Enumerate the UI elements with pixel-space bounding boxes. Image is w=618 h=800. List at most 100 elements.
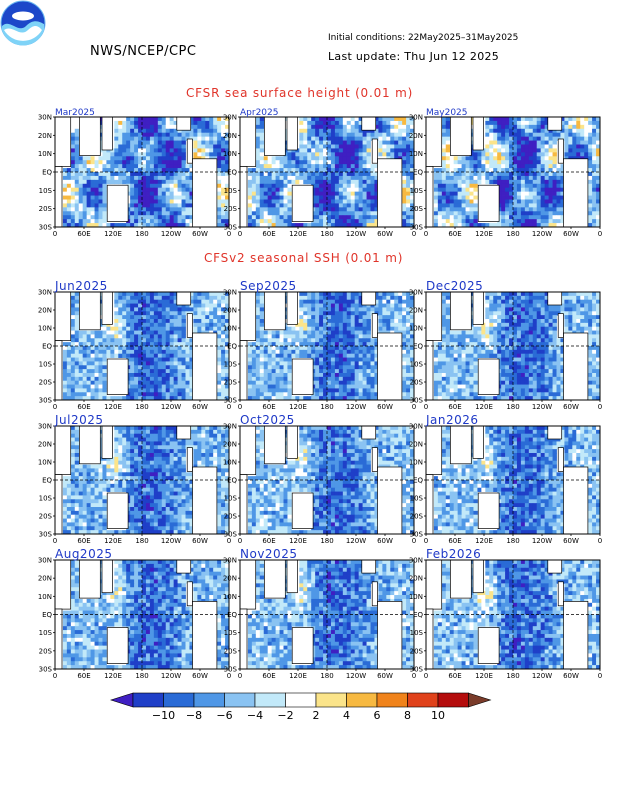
y-tick-label: 30N xyxy=(223,114,237,122)
x-tick-label: 0 xyxy=(598,672,602,680)
colorbar-segment xyxy=(254,692,286,708)
y-tick-label: EQ xyxy=(42,477,52,485)
y-tick-label: 20S xyxy=(410,379,424,387)
x-tick-label: 60E xyxy=(77,230,90,238)
x-tick-label: 0 xyxy=(238,230,242,238)
x-tick-label: 0 xyxy=(598,403,602,411)
y-tick-label: 30N xyxy=(38,289,52,297)
y-tick-label: 10S xyxy=(39,187,53,195)
x-tick-label: 120E xyxy=(289,537,307,545)
y-tick-label: 10N xyxy=(223,593,237,601)
y-tick-label: 30N xyxy=(38,114,52,122)
y-tick-label: 30S xyxy=(410,531,424,539)
panel-title: Aug2025 xyxy=(55,547,112,561)
colorbar-segment xyxy=(193,692,225,708)
y-tick-label: 10N xyxy=(409,459,423,467)
ssh-field xyxy=(62,426,230,535)
panel-title: Mar2025 xyxy=(55,108,95,118)
x-tick-label: 120E xyxy=(104,537,122,545)
y-tick-label: 30S xyxy=(224,666,238,674)
x-tick-label: 60W xyxy=(377,672,393,680)
y-tick-label: 30S xyxy=(39,397,53,405)
x-tick-label: 120E xyxy=(475,537,493,545)
y-tick-label: 30S xyxy=(39,531,53,539)
y-tick-label: 30N xyxy=(409,423,423,431)
x-tick-label: 120E xyxy=(289,403,307,411)
y-tick-label: 10S xyxy=(224,187,238,195)
y-tick-label: 10S xyxy=(224,361,238,369)
x-tick-label: 0 xyxy=(412,403,416,411)
colorbar-segment xyxy=(224,692,256,708)
x-tick-label: 0 xyxy=(424,537,428,545)
y-tick-label: 20S xyxy=(410,513,424,521)
panel-title: Apr2025 xyxy=(240,108,278,118)
x-tick-label: 60E xyxy=(77,537,90,545)
y-tick-label: 10N xyxy=(223,150,237,158)
coastlines xyxy=(54,559,218,670)
y-tick-label: 10N xyxy=(223,325,237,333)
colorbar-segment xyxy=(437,692,469,708)
x-tick-label: 120E xyxy=(289,672,307,680)
x-tick-label: 60W xyxy=(563,230,579,238)
colorbar-segment xyxy=(376,692,408,708)
x-tick-label: 60W xyxy=(563,672,579,680)
colorbar-segment xyxy=(132,692,164,708)
last-update: Last update: Thu Jun 12 2025 xyxy=(328,50,500,63)
x-tick-label: 120W xyxy=(346,403,366,411)
x-tick-label: 60W xyxy=(563,403,579,411)
x-tick-label: 120W xyxy=(346,672,366,680)
ssh-field xyxy=(433,117,601,228)
y-tick-label: 30N xyxy=(223,289,237,297)
y-tick-label: 10S xyxy=(410,187,424,195)
x-tick-label: 180 xyxy=(506,403,519,411)
x-tick-label: 120W xyxy=(346,537,366,545)
x-tick-label: 120W xyxy=(532,403,552,411)
y-tick-label: 20S xyxy=(39,513,53,521)
x-tick-label: 0 xyxy=(424,672,428,680)
x-tick-label: 60W xyxy=(192,403,208,411)
coastlines xyxy=(239,559,403,670)
y-tick-label: 20N xyxy=(38,575,52,583)
y-tick-label: 10N xyxy=(223,459,237,467)
y-tick-label: 10S xyxy=(39,361,53,369)
x-tick-label: 60E xyxy=(262,230,275,238)
x-tick-label: 180 xyxy=(320,230,333,238)
colorbar-segment xyxy=(285,692,317,708)
x-tick-label: 180 xyxy=(320,672,333,680)
y-tick-label: 30N xyxy=(409,557,423,565)
colorbar-tick-label: 6 xyxy=(374,709,381,722)
colorbar-tick-label: 8 xyxy=(404,709,411,722)
y-tick-label: EQ xyxy=(227,343,237,351)
y-tick-label: EQ xyxy=(227,477,237,485)
panel-title: Sep2025 xyxy=(240,279,297,293)
y-tick-label: EQ xyxy=(413,343,423,351)
y-tick-label: 30S xyxy=(410,224,424,232)
y-tick-label: EQ xyxy=(42,169,52,177)
x-tick-label: 180 xyxy=(506,230,519,238)
colorbar-max-arrow xyxy=(468,692,492,708)
colorbar-segment xyxy=(315,692,347,708)
panel-title: Jul2025 xyxy=(54,413,104,427)
x-tick-label: 60W xyxy=(192,537,208,545)
y-tick-label: 20N xyxy=(223,132,237,140)
x-tick-label: 60E xyxy=(262,403,275,411)
x-tick-label: 120W xyxy=(532,672,552,680)
x-tick-label: 60E xyxy=(448,537,461,545)
y-tick-label: EQ xyxy=(413,477,423,485)
y-tick-label: 20N xyxy=(223,441,237,449)
y-tick-label: 30N xyxy=(38,423,52,431)
panel-title: Feb2026 xyxy=(426,547,481,561)
y-tick-label: 10N xyxy=(38,459,52,467)
panel-title: Dec2025 xyxy=(426,279,483,293)
ssh-field xyxy=(247,117,415,228)
x-tick-label: 180 xyxy=(135,537,148,545)
ssh-field xyxy=(433,560,601,670)
x-tick-label: 120E xyxy=(475,403,493,411)
